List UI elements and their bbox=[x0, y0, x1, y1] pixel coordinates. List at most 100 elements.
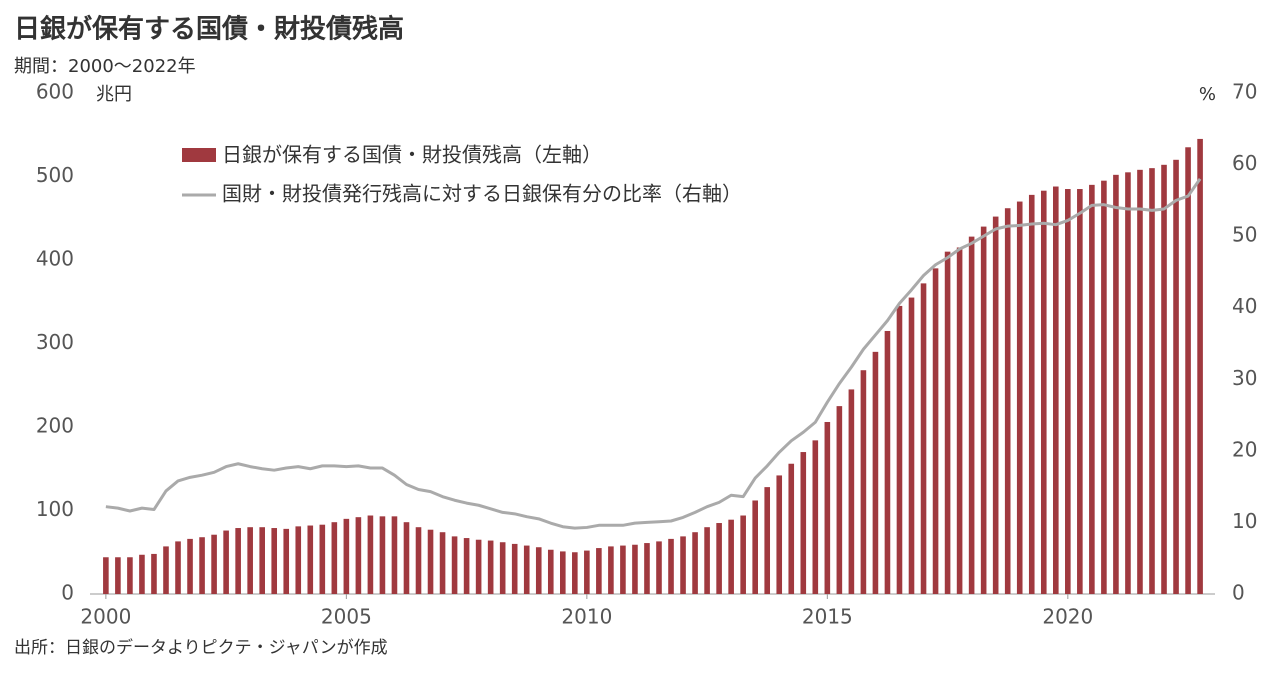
bar bbox=[103, 557, 109, 594]
bar bbox=[980, 226, 987, 594]
bar bbox=[1125, 172, 1131, 594]
bar bbox=[487, 540, 494, 594]
y-tick-label: 200 bbox=[36, 414, 74, 438]
bar bbox=[620, 545, 626, 594]
bar bbox=[764, 487, 771, 594]
bar bbox=[211, 534, 217, 594]
y2-tick-label: 30 bbox=[1232, 366, 1257, 390]
bar bbox=[1161, 164, 1167, 594]
y2-tick-label: 0 bbox=[1232, 581, 1245, 605]
bar bbox=[728, 519, 734, 594]
bar bbox=[451, 536, 458, 594]
y-tick-label: 400 bbox=[36, 247, 74, 271]
bar bbox=[752, 500, 758, 594]
y-tick-label: 300 bbox=[36, 330, 74, 354]
y2-tick-label: 20 bbox=[1232, 437, 1257, 461]
bar bbox=[848, 389, 855, 594]
bar bbox=[740, 515, 746, 594]
bar bbox=[860, 370, 867, 594]
bar bbox=[115, 557, 121, 594]
bar bbox=[247, 527, 253, 594]
y-tick-label: 0 bbox=[61, 581, 74, 605]
x-tick-label: 2000 bbox=[80, 605, 131, 629]
bar bbox=[307, 525, 314, 594]
bar bbox=[319, 524, 326, 594]
bar bbox=[379, 516, 386, 594]
bar bbox=[1113, 174, 1119, 594]
y2-tick-label: 10 bbox=[1232, 509, 1257, 533]
bar bbox=[944, 251, 951, 594]
bar bbox=[1137, 169, 1143, 594]
bar bbox=[776, 475, 783, 594]
y-tick-label: 600 bbox=[36, 80, 74, 104]
bar bbox=[187, 538, 193, 594]
bar bbox=[1101, 180, 1107, 595]
bar bbox=[535, 547, 542, 594]
bar bbox=[788, 463, 795, 594]
y2-tick-label: 70 bbox=[1232, 80, 1257, 104]
bar bbox=[235, 528, 241, 594]
bar bbox=[800, 452, 807, 594]
bar bbox=[523, 545, 530, 594]
bar bbox=[692, 532, 698, 594]
bar bbox=[644, 543, 650, 594]
bar bbox=[547, 549, 554, 594]
bar bbox=[463, 538, 470, 594]
legend-label: 国財・財投債発行残高に対する日銀保有分の比率（右軸） bbox=[222, 182, 742, 206]
bar bbox=[439, 532, 446, 594]
bar bbox=[872, 351, 879, 594]
bar bbox=[223, 530, 229, 594]
bar bbox=[572, 552, 578, 594]
bar bbox=[908, 297, 915, 594]
bar bbox=[151, 553, 157, 594]
bar bbox=[896, 305, 903, 594]
bar bbox=[1089, 184, 1095, 594]
y2-tick-label: 40 bbox=[1232, 294, 1257, 318]
bar bbox=[127, 557, 133, 594]
bar bbox=[968, 236, 975, 594]
line bbox=[105, 178, 1202, 530]
bar bbox=[920, 283, 927, 594]
bar bbox=[355, 517, 362, 594]
bar bbox=[1028, 194, 1035, 594]
bar bbox=[343, 518, 350, 594]
bar bbox=[812, 440, 819, 594]
bar bbox=[584, 550, 590, 594]
bar bbox=[1052, 186, 1059, 594]
source-note: 出所：日銀のデータよりピクテ・ジャパンが作成 bbox=[14, 637, 388, 658]
bar bbox=[704, 527, 710, 594]
x-tick-label: 2010 bbox=[561, 605, 612, 629]
bar bbox=[596, 548, 602, 594]
bar bbox=[884, 330, 891, 594]
y-unit: 兆円 bbox=[96, 84, 132, 105]
legend-label: 日銀が保有する国債・財投債残高（左軸） bbox=[222, 143, 602, 167]
bar bbox=[559, 551, 566, 594]
bar bbox=[824, 421, 831, 594]
y-tick-label: 500 bbox=[36, 163, 74, 187]
bar bbox=[632, 544, 638, 594]
bar bbox=[283, 528, 290, 594]
x-tick-label: 2020 bbox=[1042, 605, 1093, 629]
y2-tick-label: 50 bbox=[1232, 223, 1257, 247]
bar bbox=[259, 527, 265, 594]
chart-title: 日銀が保有する国債・財投債残高 bbox=[14, 14, 404, 45]
bar bbox=[391, 516, 398, 594]
chart-subtitle: 期間：2000～2022年 bbox=[14, 56, 196, 77]
bar bbox=[992, 216, 999, 594]
bar bbox=[1149, 168, 1155, 594]
bar bbox=[1173, 159, 1179, 595]
bar bbox=[175, 541, 181, 594]
bar bbox=[1065, 189, 1071, 594]
x-tick-label: 2005 bbox=[321, 605, 372, 629]
bar bbox=[956, 247, 963, 594]
bar bbox=[367, 515, 374, 594]
bar bbox=[680, 536, 686, 594]
bar bbox=[427, 529, 434, 594]
bar bbox=[475, 539, 482, 594]
bar bbox=[1197, 138, 1203, 595]
bar bbox=[932, 268, 939, 594]
bar bbox=[1016, 201, 1023, 595]
bar bbox=[608, 546, 614, 594]
bar bbox=[163, 546, 169, 594]
